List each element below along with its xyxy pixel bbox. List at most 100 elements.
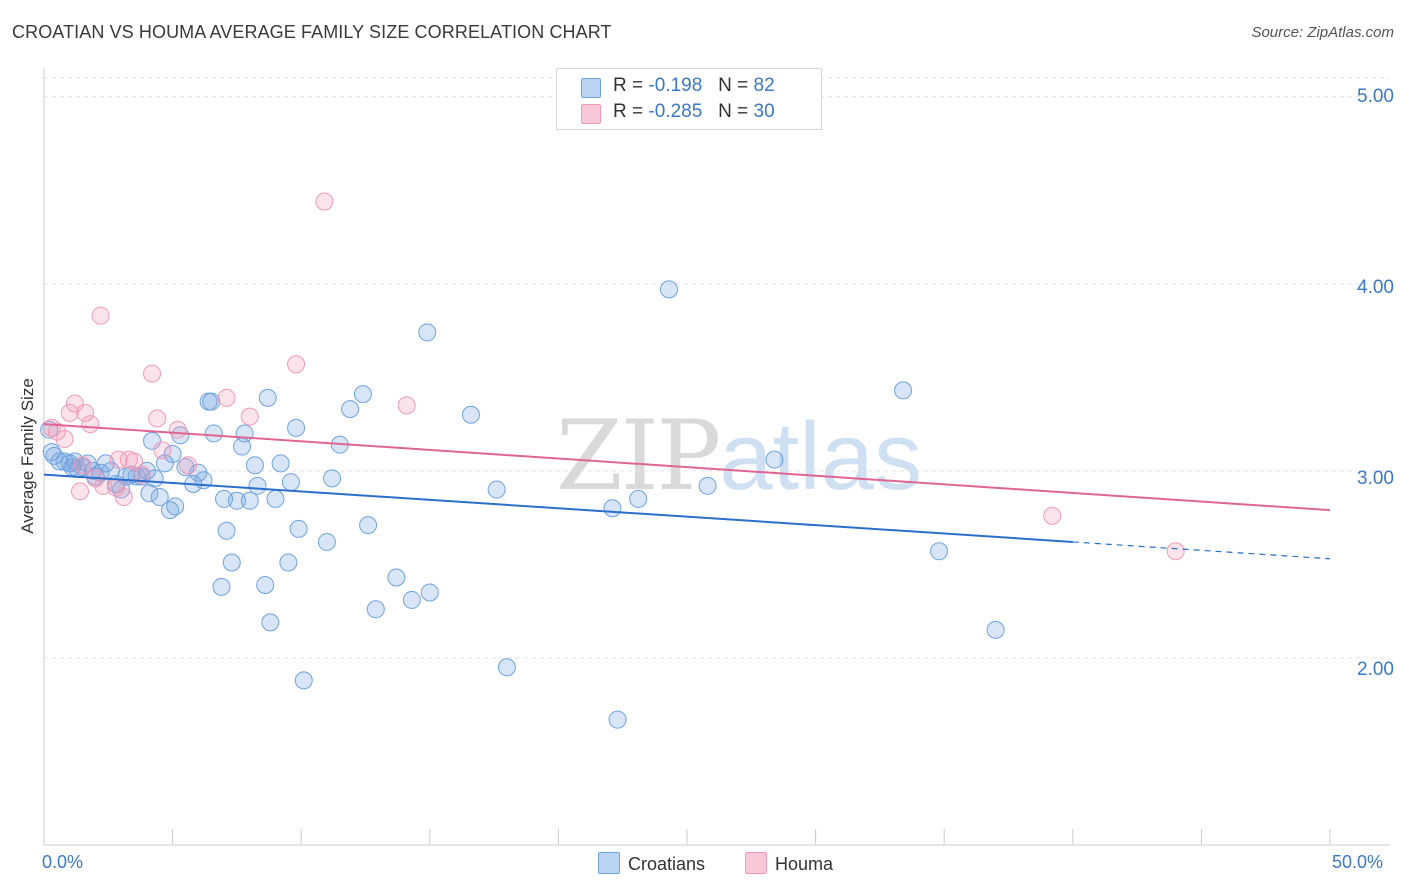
r-label: R = xyxy=(613,101,644,122)
croatians-point xyxy=(212,577,231,596)
n-value: 82 xyxy=(753,75,775,96)
croatians-point xyxy=(366,600,385,619)
legend-houma-label: Houma xyxy=(775,854,834,874)
houma-point xyxy=(153,441,172,460)
houma-point xyxy=(76,403,95,422)
houma-point xyxy=(1166,542,1185,561)
croatians-point xyxy=(279,553,298,572)
croatians-point xyxy=(143,431,162,450)
n-value: 30 xyxy=(753,101,775,122)
houma-point xyxy=(287,355,306,374)
houma-point xyxy=(65,394,84,413)
houma-point xyxy=(179,456,198,475)
croatians-trend-line xyxy=(43,473,1073,543)
croatians-point xyxy=(765,450,784,469)
croatians-point xyxy=(248,476,267,495)
croatians-point xyxy=(629,489,648,508)
croatians-point xyxy=(245,456,264,475)
houma-point xyxy=(143,364,162,383)
croatians-point xyxy=(894,381,913,400)
croatians-point xyxy=(402,590,421,609)
source-label: Source: ZipAtlas.com xyxy=(1251,24,1394,41)
houma-point xyxy=(73,456,92,475)
croatians-point xyxy=(323,469,342,488)
croatians-point xyxy=(266,489,285,508)
stats-legend: R = -0.198 N = 82 R = -0.285 N = 30 xyxy=(556,68,822,130)
croatians-trend-extension xyxy=(1072,541,1331,560)
croatians-point xyxy=(353,385,372,404)
croatians-point xyxy=(659,280,678,299)
houma-trend-line xyxy=(43,423,1331,512)
croatians-point xyxy=(202,392,221,411)
croatians-point xyxy=(217,521,236,540)
houma-point xyxy=(148,409,167,428)
croatians-point xyxy=(150,488,169,507)
croatians-point xyxy=(240,491,259,510)
croatians-point xyxy=(608,710,627,729)
houma-point xyxy=(1043,506,1062,525)
croatians-point xyxy=(271,454,290,473)
houma-point xyxy=(91,306,110,325)
legend-croatians: Croatians xyxy=(598,852,705,875)
houma-point xyxy=(81,415,100,434)
watermark-atlas: atlas xyxy=(719,403,922,510)
croatians-point xyxy=(341,400,360,419)
r-label: R = xyxy=(613,75,644,96)
croatians-point xyxy=(42,443,61,462)
r-value: -0.198 xyxy=(648,75,703,96)
houma-swatch xyxy=(581,104,601,124)
croatians-point xyxy=(603,499,622,518)
croatians-point xyxy=(698,476,717,495)
houma-point xyxy=(168,420,187,439)
croatians-point xyxy=(317,532,336,551)
croatians-point xyxy=(287,418,306,437)
legend-houma: Houma xyxy=(745,852,833,875)
croatians-point xyxy=(166,497,185,516)
croatians-point xyxy=(487,480,506,499)
houma-point xyxy=(55,430,74,449)
houma-point xyxy=(217,388,236,407)
croatians-point xyxy=(204,424,223,443)
croatians-point xyxy=(461,405,480,424)
r-value: -0.285 xyxy=(648,101,703,122)
houma-point xyxy=(60,403,79,422)
houma-point xyxy=(315,192,334,211)
croatians-point xyxy=(261,613,280,632)
croatians-point xyxy=(986,620,1005,639)
y-tick-label: 3.00 xyxy=(1357,468,1394,489)
croatians-point xyxy=(256,575,275,594)
houma-point xyxy=(47,422,66,441)
croatians-point xyxy=(235,424,254,443)
croatians-point xyxy=(155,454,174,473)
houma-point xyxy=(240,407,259,426)
houma-legend-swatch xyxy=(745,852,767,874)
croatians-point xyxy=(222,553,241,572)
croatians-point xyxy=(930,542,949,561)
watermark-zip: ZIP xyxy=(556,400,721,512)
croatians-swatch xyxy=(581,78,601,98)
houma-point xyxy=(132,465,151,484)
houma-point xyxy=(397,396,416,415)
houma-point xyxy=(114,488,133,507)
legend-croatians-label: Croatians xyxy=(628,854,706,874)
croatians-point xyxy=(387,568,406,587)
houma-point xyxy=(71,482,90,501)
houma-point xyxy=(94,476,113,495)
croatians-point xyxy=(294,671,313,690)
croatians-legend-swatch xyxy=(598,852,620,874)
croatians-point xyxy=(497,658,516,677)
y-tick-label: 5.00 xyxy=(1357,86,1394,107)
x-tick-label-max: 50.0% xyxy=(1332,852,1384,872)
croatians-point xyxy=(289,519,308,538)
watermark: ZIPatlas xyxy=(556,400,922,512)
chart-title: CROATIAN VS HOUMA AVERAGE FAMILY SIZE CO… xyxy=(12,22,612,42)
croatians-point xyxy=(227,491,246,510)
croatians-point xyxy=(420,583,439,602)
croatians-point xyxy=(359,516,378,535)
houma-point xyxy=(109,450,128,469)
n-label: N = xyxy=(718,101,749,122)
y-tick-label: 2.00 xyxy=(1357,659,1394,680)
croatians-point xyxy=(258,388,277,407)
n-label: N = xyxy=(718,75,749,96)
